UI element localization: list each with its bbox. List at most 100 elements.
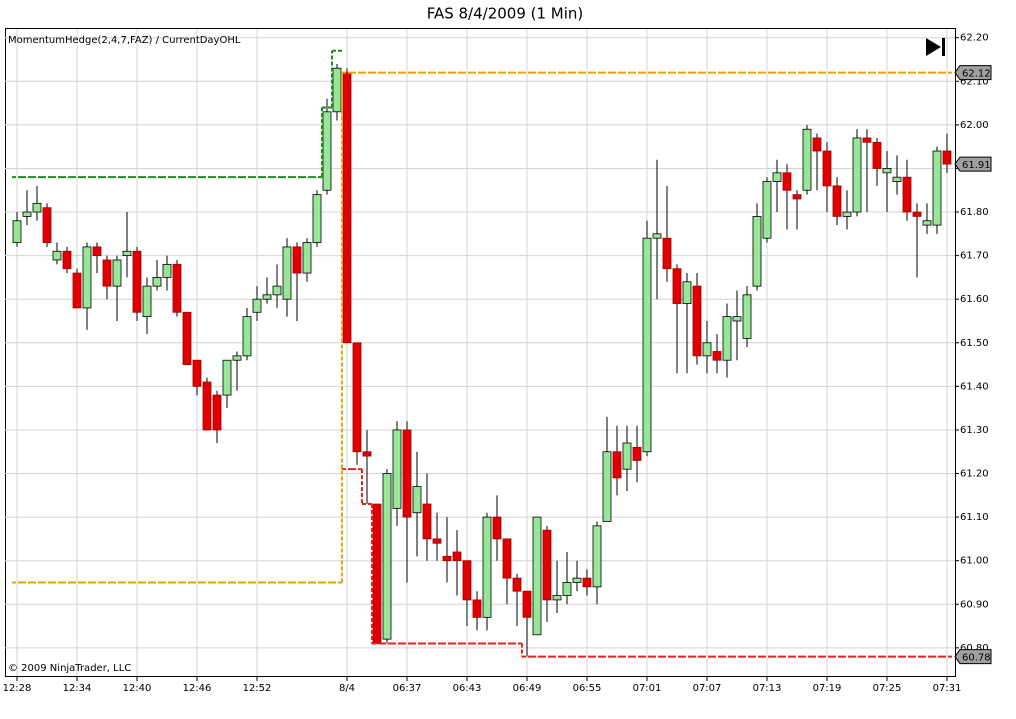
y-tick-label: 60.90 xyxy=(960,599,989,610)
x-tick-label: 06:37 xyxy=(393,683,422,694)
candle-body xyxy=(902,176,912,213)
candle-body xyxy=(92,246,102,257)
candle-body xyxy=(812,137,822,152)
candle-body xyxy=(652,233,662,239)
candle-body xyxy=(62,250,72,270)
candle-body xyxy=(612,451,622,479)
scroll-end-icon[interactable] xyxy=(926,38,945,56)
candle-body xyxy=(382,473,392,640)
candle-body xyxy=(672,268,682,304)
candle-body xyxy=(942,150,952,165)
candle-body xyxy=(562,582,572,596)
candle-body xyxy=(252,298,262,313)
candle-body xyxy=(572,577,582,583)
candle-body xyxy=(282,246,292,300)
candle-body xyxy=(342,72,352,344)
x-tick-label: 07:01 xyxy=(633,683,662,694)
x-tick-label: 07:07 xyxy=(693,683,722,694)
y-tick-label: 61.30 xyxy=(960,425,989,436)
candle-body xyxy=(442,555,452,562)
x-tick-label: 12:34 xyxy=(63,683,92,694)
candle-body xyxy=(152,277,162,287)
candle-body xyxy=(802,128,812,191)
candle-body xyxy=(402,429,412,518)
y-tick-label: 61.40 xyxy=(960,381,989,392)
x-tick-label: 06:43 xyxy=(453,683,482,694)
candle-body xyxy=(232,355,242,361)
plot-frame xyxy=(5,28,956,677)
x-tick-label: 07:19 xyxy=(813,683,842,694)
candle-body xyxy=(762,181,772,239)
candle-body xyxy=(842,211,852,217)
price-marker-box xyxy=(954,65,992,81)
candle-body xyxy=(692,285,702,357)
candle-body xyxy=(782,172,792,191)
y-tick-label: 61.70 xyxy=(960,251,989,262)
x-tick-label: 07:13 xyxy=(753,683,782,694)
candle-body xyxy=(452,551,462,562)
y-tick-label: 61.80 xyxy=(960,207,989,218)
candle-body xyxy=(682,281,692,304)
candle-body xyxy=(132,250,142,313)
candle-body xyxy=(32,202,42,213)
end-bar-icon[interactable] xyxy=(942,38,945,56)
candle-body xyxy=(392,429,402,509)
candle-body xyxy=(482,516,492,618)
chart-title: FAS 8/4/2009 (1 Min) xyxy=(427,5,584,23)
x-tick-label: 12:46 xyxy=(183,683,212,694)
candle-body xyxy=(642,237,652,453)
candle-body xyxy=(542,529,552,601)
candle-body xyxy=(862,137,872,143)
candle-body xyxy=(332,67,342,113)
price-marker-label: 62.12 xyxy=(962,69,991,80)
candle-body xyxy=(72,272,82,309)
price-marker-box xyxy=(954,649,992,665)
candle-body xyxy=(882,168,892,174)
candle-body xyxy=(872,141,882,169)
price-marker-label: 60.78 xyxy=(962,653,991,664)
candle-body xyxy=(522,590,532,618)
candle-body xyxy=(832,185,842,217)
candle-body xyxy=(42,207,52,243)
x-tick-label: 07:31 xyxy=(933,683,962,694)
play-icon[interactable] xyxy=(926,38,941,56)
y-tick-label: 61.20 xyxy=(960,469,989,480)
candle-body xyxy=(322,111,332,191)
marks xyxy=(12,49,952,658)
candle-body xyxy=(932,150,942,226)
candle-body xyxy=(472,599,482,618)
x-tick-label: 12:40 xyxy=(123,683,152,694)
y-tick-label: 62.10 xyxy=(960,76,989,87)
candle-body xyxy=(592,525,602,588)
x-tick-label: 06:49 xyxy=(513,683,542,694)
candle-body xyxy=(12,220,22,243)
price-marker-label: 61.91 xyxy=(962,160,991,171)
candle-body xyxy=(302,242,312,274)
candle-body xyxy=(502,538,512,579)
candle-body xyxy=(162,263,172,278)
candle-body xyxy=(372,503,382,644)
candle-body xyxy=(892,176,902,182)
y-tick-label: 60.80 xyxy=(960,643,989,654)
candle-body xyxy=(412,486,422,514)
candle-body xyxy=(362,451,372,457)
candle-body xyxy=(772,172,782,182)
candle-body xyxy=(352,342,362,453)
candle-body xyxy=(492,516,502,540)
candle-body xyxy=(732,316,742,322)
candle-body xyxy=(632,446,642,461)
candle-body xyxy=(722,316,732,361)
y-tick-label: 62.00 xyxy=(960,120,989,131)
candle-body xyxy=(202,381,212,431)
candle-body xyxy=(582,577,592,588)
x-tick-label: 12:52 xyxy=(243,683,272,694)
candle-body xyxy=(172,263,182,313)
candle-body xyxy=(852,137,862,213)
candle-body xyxy=(222,359,232,396)
candle-body xyxy=(532,516,542,636)
price-marker-box xyxy=(954,156,992,172)
y-tick-label: 61.10 xyxy=(960,512,989,523)
candle-body xyxy=(22,211,32,217)
candle-body xyxy=(112,259,122,287)
